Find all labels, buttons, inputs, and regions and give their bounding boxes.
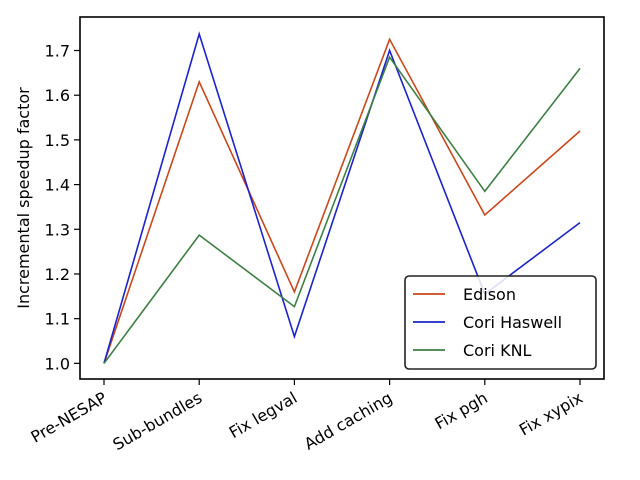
x-tick-label: Pre-NESAP bbox=[27, 388, 110, 447]
legend-box bbox=[404, 275, 597, 370]
x-tick-label: Add caching bbox=[301, 388, 396, 454]
x-tick-label: Fix legval bbox=[226, 388, 301, 442]
y-axis-label: Incremental speedup factor bbox=[14, 87, 33, 309]
legend-label: Edison bbox=[463, 285, 516, 304]
y-tick-label: 1.2 bbox=[45, 265, 70, 284]
legend-label: Cori Haswell bbox=[463, 313, 562, 332]
x-tick-label: Fix xypix bbox=[516, 388, 586, 439]
series-line-2 bbox=[103, 55, 581, 364]
series-line-0 bbox=[103, 37, 581, 364]
legend-label: Cori KNL bbox=[463, 341, 532, 360]
y-tick-label: 1.3 bbox=[45, 220, 70, 239]
x-tick-label: Fix pgh bbox=[432, 388, 491, 433]
y-tick-label: 1.0 bbox=[45, 354, 70, 373]
x-tick-label: Sub-bundles bbox=[110, 388, 206, 454]
y-tick-label: 1.4 bbox=[45, 176, 70, 195]
legend: Edison Cori Haswell Cori KNL bbox=[404, 275, 597, 370]
plot-frame bbox=[79, 16, 605, 380]
y-tick-label: 1.5 bbox=[45, 131, 70, 150]
y-tick-label: 1.7 bbox=[45, 42, 70, 61]
y-tick-label: 1.6 bbox=[45, 86, 70, 105]
x-axis: Pre-NESAP Sub-bundles Fix legval Add cachin… bbox=[27, 379, 586, 454]
y-axis: 1.0 1.1 1.2 1.3 1.4 1.5 1.6 1.7 bbox=[45, 42, 80, 373]
y-tick-label: 1.1 bbox=[45, 310, 70, 329]
